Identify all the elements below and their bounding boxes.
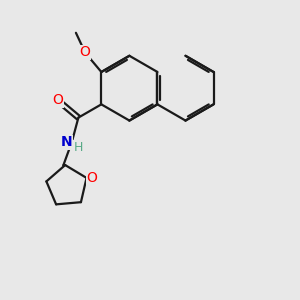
Text: O: O — [52, 93, 63, 107]
Text: H: H — [74, 141, 83, 154]
Text: O: O — [79, 45, 90, 59]
Text: N: N — [61, 135, 72, 149]
Text: O: O — [86, 171, 97, 185]
